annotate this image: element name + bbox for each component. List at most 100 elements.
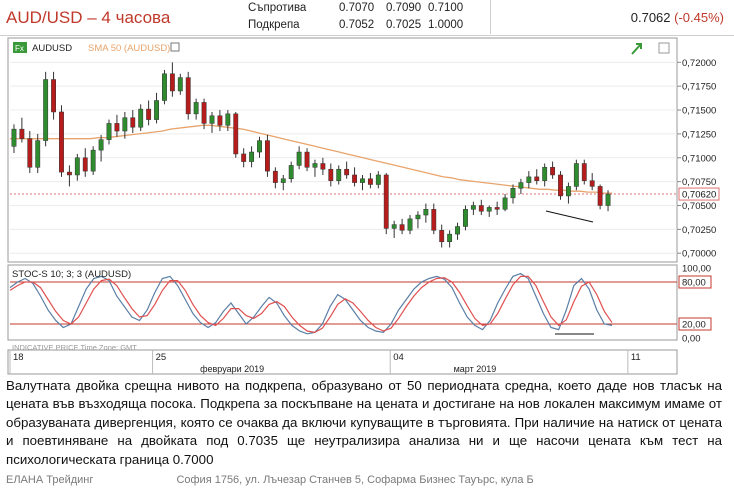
candle-body (241, 153, 247, 162)
price-y-tick-label: 0,71750 (682, 82, 716, 93)
current-price: 0.7062 (-0.45%) (631, 10, 724, 25)
candle-body (375, 174, 381, 185)
support-value-1: 0.7052 (339, 19, 375, 31)
resistance-value-2: 0.7090 (386, 2, 422, 14)
price-y-tick-label: 0,72000 (682, 58, 716, 69)
candle-body (478, 205, 484, 212)
candle-body (360, 178, 365, 183)
candle-body (542, 167, 548, 181)
last-price-box (678, 187, 720, 201)
fx-badge-text: Fx (15, 44, 24, 53)
price-chart: 0,72000 0,71750 0,71500 0,71250 0,71000 0,707… (7, 37, 720, 375)
stochastic-level-box (678, 275, 712, 289)
candle-body (162, 73, 167, 101)
price-y-tick-label: 0,70750 (682, 177, 716, 188)
candle-body (114, 123, 120, 132)
price-grid (10, 61, 677, 254)
candle-body (138, 108, 144, 128)
candle-body (534, 176, 540, 181)
x-axis-month-label: февруари 2019 (200, 364, 264, 374)
candle-body (367, 178, 373, 185)
price-panel-frame (7, 37, 678, 263)
footer: ЕЛАНА Трейдинг София 1756, ул. Лъчезар С… (6, 474, 614, 486)
candle-body (11, 128, 17, 147)
report-header: AUD/USD – 4 часова Съпротива 0.7070 0.70… (0, 0, 734, 36)
candle-body (455, 226, 460, 235)
candle-body (257, 140, 262, 153)
expand-panel-icon[interactable] (658, 42, 670, 54)
support-label: Подкрепа (248, 19, 300, 31)
stochastic-y-tick-label: 20,00 (682, 320, 706, 331)
candle-body (510, 188, 516, 199)
resistance-value-1: 0.7070 (339, 2, 375, 14)
candle-body (566, 186, 571, 197)
stochastic-grid (10, 281, 677, 325)
candle-body (146, 108, 152, 120)
candle-body (19, 128, 25, 139)
stochastic-y-tick-label: 100,00 (682, 264, 711, 275)
footer-address: София 1756, ул. Лъчезар Станчев 5, Софар… (176, 474, 534, 486)
candle-body (573, 163, 579, 187)
candle-body (605, 193, 611, 206)
price-y-tick-label: 0,70000 (682, 249, 716, 260)
candle-body (193, 102, 199, 115)
support-value-3: 1.0000 (428, 19, 464, 31)
candle-body (296, 151, 302, 166)
candle-body (82, 157, 88, 172)
candle-body (35, 140, 41, 168)
analysis-text: Валутната двойка срещна нивото на подкре… (6, 378, 722, 467)
header-separator (490, 0, 491, 34)
price-value: 0.7062 (630, 10, 671, 25)
stochastic-y-tick-label: 80,00 (682, 278, 706, 289)
price-y-axis: 0,72000 0,71750 0,71500 0,71250 0,71000 0,707… (677, 58, 716, 260)
candle-body (51, 79, 56, 113)
candle-body (122, 117, 128, 132)
price-y-tick-label: 0,70250 (682, 225, 716, 236)
candle-body (518, 182, 524, 189)
candle-body (288, 165, 294, 180)
stochastic-panel-frame (7, 264, 678, 341)
candle-body (217, 115, 223, 126)
candle-body (383, 174, 389, 229)
candle-body (447, 233, 453, 243)
price-y-tick-label: 0,71000 (682, 153, 716, 164)
fx-badge-icon (13, 42, 27, 53)
report-title: AUD/USD – 4 часова (6, 8, 171, 27)
candle-body (526, 176, 532, 183)
legend-settings-icon[interactable] (170, 42, 180, 52)
candle-body (265, 140, 270, 172)
candle-body (558, 174, 563, 197)
candle-body (320, 163, 326, 170)
divergence-trendline-price (545, 210, 594, 223)
candle-body (502, 197, 508, 210)
candle-body (154, 100, 159, 120)
x-axis-month-label: март 2019 (454, 364, 497, 374)
candle-body (130, 117, 136, 128)
candle-body (169, 73, 175, 92)
candle-body (106, 123, 112, 140)
candle-body (74, 157, 80, 176)
candle-body (494, 207, 500, 210)
candle-body (352, 174, 357, 183)
candle-body (209, 115, 215, 124)
candle-body (272, 170, 278, 183)
resistance-label: Съпротива (248, 2, 307, 14)
trend-up-icon (631, 43, 642, 55)
candle-body (233, 113, 239, 155)
candle-body (439, 230, 445, 243)
stochastic-level-box (678, 317, 712, 331)
candle-body (280, 178, 286, 183)
candle-body (415, 214, 421, 220)
x-axis-tick-label: 11 (631, 352, 641, 363)
candle-body (66, 171, 72, 176)
stochastic-y-tick-label: 0,00 (682, 334, 701, 345)
candle-body (312, 163, 318, 168)
candle-body (336, 168, 342, 181)
x-axis-tick-label: 18 (13, 352, 24, 363)
x-axis-frame (7, 349, 678, 375)
candle-body (407, 218, 413, 231)
x-axis-tick-label: 04 (393, 352, 404, 363)
legend-symbol: AUDUSD (32, 43, 72, 54)
stochastic-k-line (9, 272, 613, 335)
candle-body (249, 151, 255, 162)
